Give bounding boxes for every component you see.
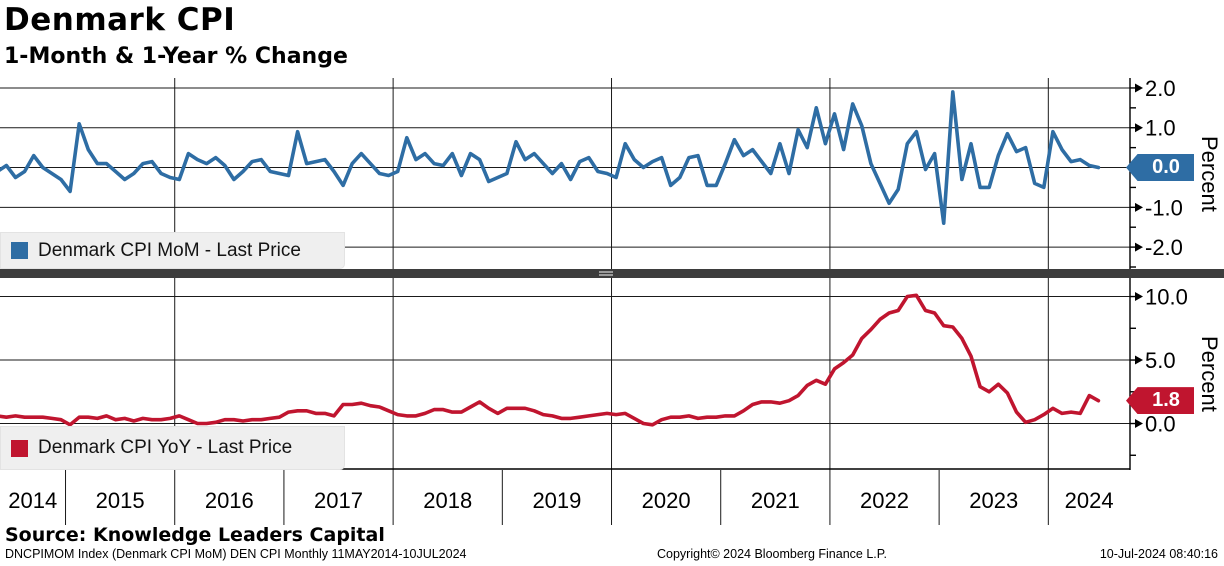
svg-text:5.0: 5.0: [1145, 348, 1176, 373]
page-subtitle: 1-Month & 1-Year % Change: [4, 44, 348, 69]
yoy-legend-marker-icon: [11, 439, 28, 457]
yoy-legend-label: Denmark CPI YoY - Last Price: [38, 437, 293, 458]
page-title: Denmark CPI: [4, 2, 236, 38]
svg-text:2020: 2020: [642, 488, 691, 513]
svg-text:2015: 2015: [96, 488, 145, 513]
svg-text:2022: 2022: [860, 488, 909, 513]
svg-text:2014: 2014: [8, 488, 57, 513]
svg-text:0.0: 0.0: [1145, 412, 1176, 437]
mom-axis-unit-label: Percent: [1197, 135, 1222, 212]
svg-text:-1.0: -1.0: [1145, 195, 1183, 220]
source-caption: Source: Knowledge Leaders Capital: [5, 524, 385, 546]
svg-text:2023: 2023: [969, 488, 1018, 513]
yoy-last-price-badge: 1.8: [1126, 387, 1194, 415]
svg-text:2018: 2018: [423, 488, 472, 513]
svg-text:2.0: 2.0: [1145, 78, 1176, 101]
svg-text:2019: 2019: [532, 488, 581, 513]
x-axis-year-band: 2014 2015 2016 2017 2018 2019 2020 2021 2022 2023…: [8, 470, 1114, 525]
svg-text:2021: 2021: [751, 488, 800, 513]
mom-legend-label: Denmark CPI MoM - Last Price: [38, 239, 301, 261]
svg-text:1.0: 1.0: [1145, 116, 1176, 141]
yoy-axis-unit-label: Percent: [1197, 336, 1222, 412]
splitter-grip-icon: [599, 270, 613, 276]
footer-ticker-info: DNCPIMOM Index (Denmark CPI MoM) DEN CPI…: [5, 547, 467, 561]
mom-legend-marker-icon: [11, 242, 28, 259]
yoy-legend[interactable]: Denmark CPI YoY - Last Price: [0, 426, 345, 470]
svg-text:2017: 2017: [314, 488, 363, 513]
svg-text:10.0: 10.0: [1145, 285, 1188, 310]
svg-text:2016: 2016: [205, 488, 254, 513]
svg-text:-2.0: -2.0: [1145, 235, 1183, 260]
mom-last-price-badge: 0.0: [1126, 154, 1194, 182]
footer-copyright: Copyright© 2024 Bloomberg Finance L.P.: [657, 547, 887, 561]
series-line: [0, 293, 1101, 427]
footer-timestamp: 10-Jul-2024 08:40:16: [1099, 547, 1218, 561]
panel-splitter[interactable]: [0, 269, 1224, 278]
gridlines: [0, 278, 1130, 470]
svg-text:2024: 2024: [1065, 488, 1114, 513]
series-line: [0, 90, 1101, 225]
mom-legend[interactable]: Denmark CPI MoM - Last Price: [0, 232, 345, 269]
